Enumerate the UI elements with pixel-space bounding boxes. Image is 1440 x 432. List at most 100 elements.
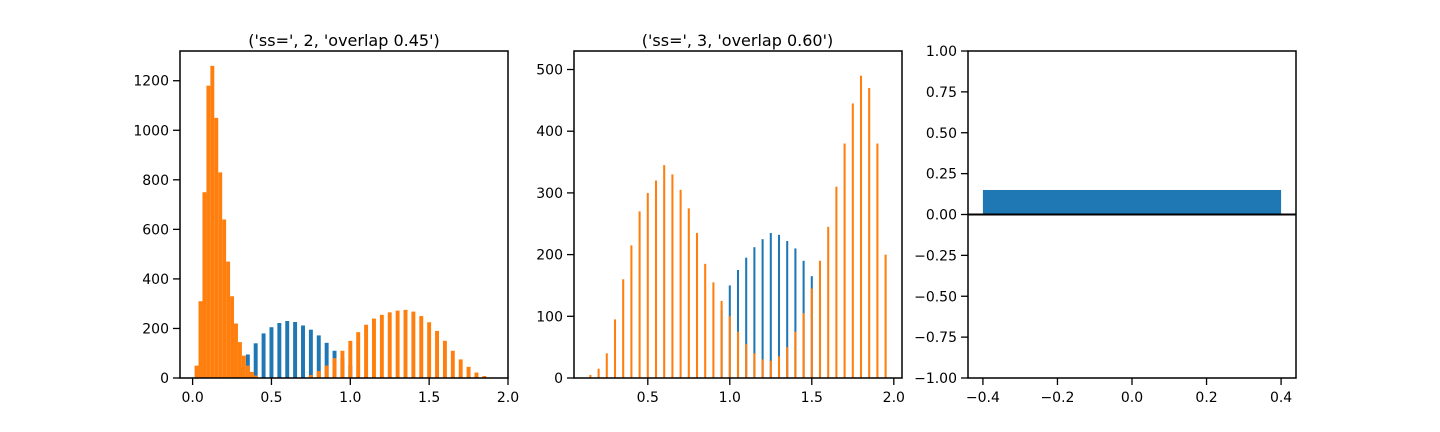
histogram-bar-blue <box>285 321 290 378</box>
subplot-3-plot-area: −0.4 −0.2 0.0 0.2 0.4 −1.00 −0.75 −0.50 −0.25 0.0… <box>914 44 1297 406</box>
y-tick-label: 100 <box>536 309 563 325</box>
y-tick-label: 500 <box>536 63 563 79</box>
histogram-bar-blue <box>736 270 740 378</box>
histogram-bar-orange <box>214 117 219 378</box>
y-tick-label: 0.75 <box>926 85 957 101</box>
histogram-bar-orange <box>348 340 353 378</box>
histogram-bar-blue <box>269 327 274 378</box>
histogram-bar-orange <box>630 245 633 378</box>
histogram-bar-orange <box>695 233 699 378</box>
histogram-bar-orange <box>679 189 682 378</box>
y-tick-label: 1200 <box>133 74 169 90</box>
x-tick-label: 0.0 <box>1121 390 1143 406</box>
histogram-bar-orange <box>308 375 313 378</box>
y-tick-label: −0.25 <box>914 248 957 264</box>
histogram-bar-orange <box>769 360 772 378</box>
y-tick-label: 0 <box>160 371 169 387</box>
subplot-1-plot-area: 0.0 0.5 1.0 1.5 2.0 0 200 400 600 800 1000 1200 <box>133 50 519 406</box>
histogram-bar-orange <box>194 365 199 378</box>
histogram-bar-orange <box>474 372 479 378</box>
histogram-bar-orange <box>589 374 592 378</box>
histogram-bar-orange <box>613 319 617 378</box>
histogram-bar-blue <box>753 247 756 378</box>
histogram-bar-orange <box>458 359 463 378</box>
histogram-bar-orange <box>419 316 424 378</box>
histogram-bar-orange <box>210 65 215 379</box>
histogram-bar-orange <box>403 309 408 379</box>
histogram-bar-orange <box>222 219 227 378</box>
subplot-2-title: ('ss=', 3, 'overlap 0.60') <box>642 31 833 50</box>
x-tick-label: 0.2 <box>1195 390 1217 406</box>
subplot-1: ('ss=', 2, 'overlap 0.45') 0.0 0.5 1.0 1.5 2… <box>133 31 519 406</box>
x-tick-label: 0.0 <box>181 390 203 406</box>
histogram-bar-orange <box>786 347 789 378</box>
histogram-bar-orange <box>237 342 242 378</box>
x-tick-label: 0.5 <box>637 390 659 406</box>
x-tick-label: 1.5 <box>801 390 823 406</box>
histogram-bar-orange <box>340 350 345 378</box>
histogram-bar-blue <box>308 329 313 378</box>
histogram-bar-orange <box>249 371 254 378</box>
subplot-1-title: ('ss=', 2, 'overlap 0.45') <box>248 31 439 50</box>
y-tick-label: 200 <box>536 248 563 264</box>
y-tick-label: 400 <box>142 272 169 288</box>
histogram-bar-orange <box>379 314 384 378</box>
histogram-bar-blue <box>794 248 797 378</box>
histogram-bar-orange <box>687 208 690 378</box>
histogram-bar-orange <box>777 356 781 378</box>
y-tick-label: 300 <box>536 186 563 202</box>
histogram-bar-orange <box>482 376 487 378</box>
y-tick-label: 800 <box>142 173 169 189</box>
histogram-bar-orange <box>245 365 250 378</box>
histogram-bar-blue <box>277 323 282 378</box>
histogram-bar-orange <box>663 165 666 378</box>
histogram-bar-orange <box>316 371 321 378</box>
histogram-bar-orange <box>818 260 822 378</box>
histogram-bar-orange <box>356 332 361 378</box>
histogram-bar-orange <box>646 192 649 378</box>
histogram-bar-orange <box>810 288 813 378</box>
histogram-bar-orange <box>218 172 223 378</box>
histogram-bar-orange <box>671 174 674 378</box>
y-tick-label: 0.00 <box>926 208 957 224</box>
histogram-bar-orange <box>851 103 854 378</box>
histogram-bar-orange <box>712 282 715 378</box>
x-tick-label: 2.0 <box>497 390 519 406</box>
histogram-bar-orange <box>435 330 440 378</box>
subplot-3: −0.4 −0.2 0.0 0.2 0.4 −1.00 −0.75 −0.50 −0.25 0.0… <box>914 44 1297 406</box>
histogram-bar-orange <box>427 322 432 378</box>
histogram-bar-orange <box>466 366 471 378</box>
histogram-bar-orange <box>234 323 238 378</box>
histogram-bar-orange <box>387 312 392 378</box>
histogram-bar-orange <box>597 368 600 378</box>
x-tick-label: 0.5 <box>260 390 282 406</box>
y-tick-label: 1.00 <box>926 44 957 60</box>
histogram-bar-orange <box>253 375 258 378</box>
x-tick-label: 1.0 <box>339 390 361 406</box>
x-tick-label: 2.0 <box>883 390 905 406</box>
x-tick-label: −0.2 <box>1040 390 1074 406</box>
histogram-bar-blue <box>293 322 298 378</box>
histogram-bar-orange <box>411 311 416 378</box>
histogram-bar-blue <box>786 241 789 378</box>
subplot-2: ('ss=', 3, 'overlap 0.60') 0.5 1.0 1.5 2.00… <box>536 31 905 406</box>
axes-frame <box>179 50 509 379</box>
histogram-bar-orange <box>450 350 455 378</box>
x-tick-label: −0.4 <box>966 390 1000 406</box>
histogram-bar-orange <box>324 365 329 378</box>
histogram-bar-orange <box>720 300 723 378</box>
y-tick-label: −0.75 <box>914 330 957 346</box>
histogram-bar-orange <box>638 211 641 378</box>
y-tick-label: 1000 <box>133 123 169 139</box>
histogram-bar-orange <box>226 261 231 378</box>
x-tick-label: 1.0 <box>719 390 741 406</box>
histogram-bar-orange <box>859 75 863 379</box>
histogram-bar-orange <box>745 344 748 378</box>
histogram-bar-orange <box>605 353 608 378</box>
histogram-bar-orange <box>332 358 337 378</box>
histogram-bar-orange <box>753 353 756 378</box>
y-tick-label: 400 <box>536 124 563 140</box>
subplot-2-plot-area: 0.5 1.0 1.5 2.0 0 100 200 300 400 500 <box>536 50 905 406</box>
histogram-bar-blue <box>301 325 305 378</box>
